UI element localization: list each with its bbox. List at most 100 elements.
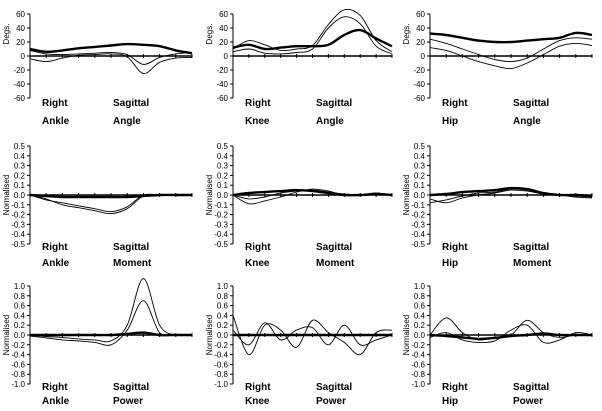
label-joint: Knee	[245, 258, 270, 269]
label-side: Right	[42, 382, 68, 393]
y-tick-label: 40	[416, 24, 425, 33]
y-tick-label: 0.4	[14, 311, 26, 320]
series-line-0	[29, 42, 193, 55]
y-tick-label: -0.2	[411, 211, 425, 220]
label-plane: Sagittal	[316, 98, 352, 109]
series-line-1	[29, 49, 193, 65]
label-quantity: Angle	[316, 116, 344, 127]
label-side: Right	[442, 98, 468, 109]
y-tick-label: -0.8	[214, 370, 228, 379]
label-side: Right	[245, 98, 271, 109]
y-tick-label: 0.2	[414, 321, 426, 330]
label-side: Right	[42, 242, 68, 253]
y-tick-label: 0.2	[217, 171, 229, 180]
y-tick-label: 0.1	[14, 181, 26, 190]
chart-panel-6: 1.00.80.60.40.20.0-0.2-0.4-0.6-0.8-1.0 No…	[2, 278, 193, 407]
y-tick-label: 40	[16, 24, 25, 33]
y-tick-label: 0.4	[217, 311, 229, 320]
y-tick-label: 0.6	[414, 302, 426, 311]
y-tick-label: -0.1	[11, 201, 25, 210]
y-tick-label: 0.5	[14, 142, 26, 151]
label-side: Right	[42, 98, 68, 109]
y-tick-label: -60	[216, 94, 228, 103]
y-tick-label: 0.5	[217, 142, 229, 151]
y-axis-label: Normalised	[205, 175, 214, 215]
y-tick-label: 60	[416, 10, 425, 19]
y-tick-label: 1.0	[217, 282, 229, 291]
label-joint: Hip	[442, 258, 458, 269]
y-tick-label: -0.2	[411, 341, 425, 350]
label-plane: Sagittal	[316, 382, 352, 393]
series-line-2	[429, 188, 593, 204]
y-tick-label: -0.2	[214, 211, 228, 220]
y-tick-label: 0.2	[14, 171, 26, 180]
y-axis-label: Degs.	[402, 24, 411, 45]
y-tick-label: 0.0	[14, 191, 26, 200]
chart-panel-4: 0.50.40.30.20.10.0-0.1-0.2-0.3-0.4-0.5 No…	[205, 142, 393, 269]
series-line-2	[29, 300, 193, 346]
y-tick-label: -0.6	[214, 360, 228, 369]
y-tick-label: 0.8	[14, 292, 26, 301]
y-tick-label: 0.6	[14, 302, 26, 311]
y-tick-label: 0.0	[217, 191, 229, 200]
y-tick-label: 0.1	[414, 181, 426, 190]
y-tick-label: -1.0	[11, 380, 25, 389]
y-tick-label: 0.2	[414, 171, 426, 180]
series-line-1	[232, 315, 393, 356]
y-tick-label: 0.4	[414, 152, 426, 161]
label-quantity: Moment	[513, 258, 552, 269]
y-tick-label: -40	[413, 80, 425, 89]
label-joint: Knee	[245, 396, 270, 407]
y-tick-label: -0.4	[411, 230, 425, 239]
label-side: Right	[442, 382, 468, 393]
y-tick-label: 20	[16, 38, 25, 47]
series-line-2	[429, 324, 593, 344]
y-tick-label: -1.0	[214, 380, 228, 389]
series-line-0	[232, 28, 393, 51]
y-tick-label: -40	[13, 80, 25, 89]
y-axis-label: Normalised	[2, 175, 11, 215]
series-line-2	[429, 42, 593, 70]
y-axis-label: Normalised	[2, 315, 11, 355]
label-quantity: Angle	[513, 116, 541, 127]
y-axis-label: Degs.	[2, 24, 11, 45]
y-tick-label: 0.4	[414, 311, 426, 320]
series-line-0	[429, 332, 592, 341]
label-plane: Sagittal	[513, 242, 549, 253]
label-joint: Ankle	[42, 258, 70, 269]
y-tick-label: -0.8	[411, 370, 425, 379]
label-plane: Sagittal	[113, 98, 149, 109]
y-tick-label: 0.4	[217, 152, 229, 161]
series-line-2	[29, 53, 193, 74]
y-tick-label: 0	[421, 52, 426, 61]
y-axis-label: Normalised	[402, 315, 411, 355]
y-tick-label: -0.8	[11, 370, 25, 379]
y-tick-label: 0.6	[217, 302, 229, 311]
y-axis-label: Normalised	[402, 175, 411, 215]
y-tick-label: -0.1	[411, 201, 425, 210]
y-tick-label: -0.3	[11, 220, 25, 229]
y-tick-label: -20	[216, 66, 228, 75]
y-tick-label: -0.5	[411, 240, 425, 249]
series-line-2	[232, 16, 393, 55]
series-line-2	[232, 322, 393, 346]
label-joint: Knee	[245, 116, 270, 127]
y-tick-label: -60	[13, 94, 25, 103]
y-tick-label: -0.2	[11, 341, 25, 350]
y-axis-label: Degs.	[205, 24, 214, 45]
y-tick-label: -0.5	[214, 240, 228, 249]
label-plane: Sagittal	[113, 382, 149, 393]
label-plane: Sagittal	[316, 242, 352, 253]
y-tick-label: -0.5	[11, 240, 25, 249]
series-line-0	[429, 31, 593, 44]
y-tick-label: 0.3	[217, 162, 229, 171]
y-tick-label: 0.2	[217, 321, 229, 330]
label-side: Right	[245, 382, 271, 393]
label-joint: Hip	[442, 116, 458, 127]
y-tick-label: 20	[219, 38, 228, 47]
y-tick-label: 0.3	[414, 162, 426, 171]
chart-panel-5: 0.50.40.30.20.10.0-0.1-0.2-0.3-0.4-0.5 No…	[402, 142, 593, 269]
series-line-1	[429, 37, 593, 63]
y-tick-label: 1.0	[414, 282, 426, 291]
